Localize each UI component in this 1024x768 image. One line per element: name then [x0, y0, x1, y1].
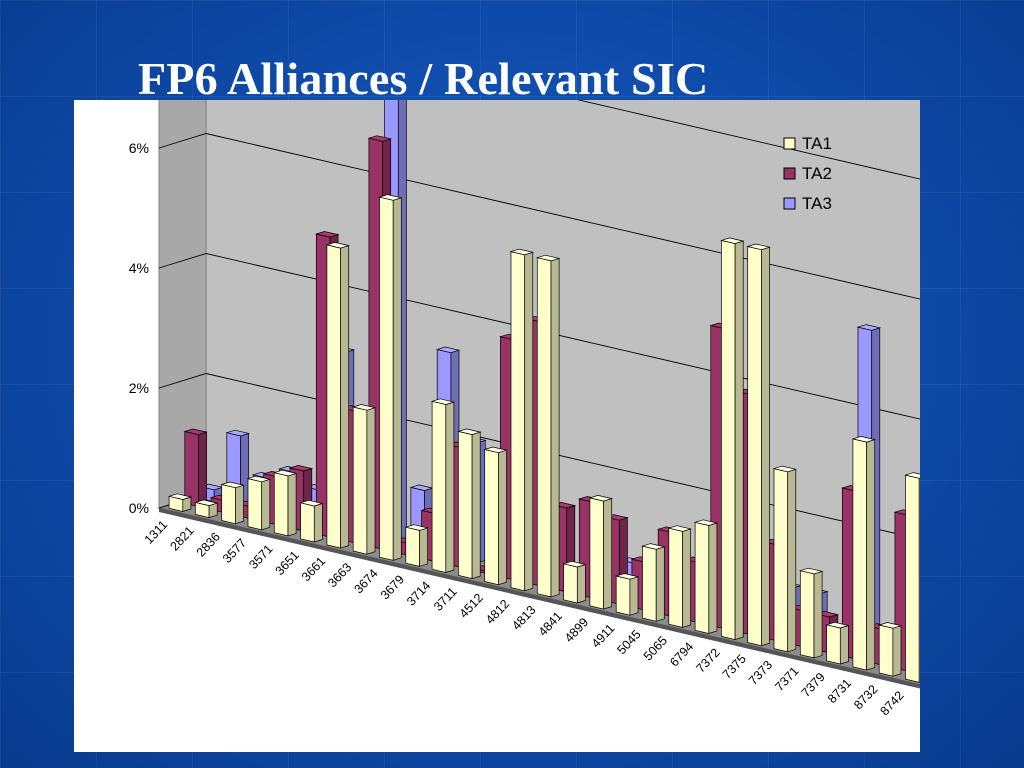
x-tick-label: 1311	[142, 518, 171, 547]
bar	[746, 243, 771, 647]
y-tick-label: 0%	[129, 500, 149, 516]
bar	[457, 428, 482, 580]
x-tick-label: 8742	[878, 688, 907, 718]
gridline	[158, 133, 920, 300]
bar	[535, 254, 561, 598]
x-tick-label: 7375	[720, 652, 749, 682]
gridline	[577, 100, 920, 180]
bar	[272, 469, 298, 537]
x-tick-label: 3571	[246, 542, 275, 572]
x-tick-label: 7373	[746, 658, 775, 688]
bars	[167, 100, 920, 683]
bar	[299, 499, 324, 543]
slide-title: FP6 Alliances / Relevant SIC	[138, 53, 709, 104]
bar	[772, 465, 798, 653]
bar	[798, 567, 824, 659]
bar	[167, 493, 193, 512]
x-tick-label: 2836	[194, 530, 223, 560]
legend-item: TA1	[783, 134, 832, 153]
x-tick-label: 3663	[325, 560, 354, 590]
bar	[194, 499, 219, 519]
x-tick-label: 4512	[457, 591, 486, 621]
x-tick-label: 7372	[693, 646, 722, 676]
x-tick-label: 5065	[641, 633, 670, 663]
x-tick-label: 7379	[799, 670, 828, 700]
bar	[509, 248, 535, 592]
bar-chart: 0%2%4%6%8%10%12% 13112821283635773571365…	[129, 100, 920, 718]
bar	[220, 481, 245, 525]
y-tick-label: 6%	[129, 140, 149, 156]
x-tick-label: 8731	[825, 676, 854, 706]
bar	[430, 398, 456, 573]
x-tick-label: 3577	[220, 536, 249, 566]
bar	[378, 194, 403, 561]
x-tick-label: 3714	[404, 579, 433, 609]
bar	[588, 495, 614, 610]
bar	[693, 519, 719, 634]
legend-label: TA3	[802, 194, 832, 213]
y-tick-label: 4%	[129, 260, 149, 276]
x-tick-label: 4899	[562, 615, 591, 645]
bar	[825, 621, 850, 665]
x-tick-label: 4841	[536, 609, 565, 639]
bar	[877, 622, 903, 677]
x-tick-label: 3711	[431, 585, 460, 614]
x-tick-label: 4911	[589, 621, 618, 650]
x-tick-label: 3651	[273, 548, 302, 578]
y-axis-ticks: 0%2%4%6%8%10%12%	[129, 140, 149, 516]
bar	[404, 524, 429, 567]
legend-item: TA2	[783, 164, 832, 183]
y-tick-label: 2%	[129, 380, 149, 396]
legend-item: TA3	[783, 194, 832, 213]
legend-label: TA2	[802, 164, 832, 183]
bar	[483, 446, 508, 586]
x-tick-label: 5045	[614, 627, 643, 657]
x-tick-label: 4813	[509, 603, 538, 633]
bar	[904, 472, 920, 683]
legend-label: TA1	[802, 134, 832, 153]
bar	[641, 543, 666, 622]
bar	[851, 436, 877, 671]
bar	[667, 525, 692, 628]
bar	[246, 475, 272, 531]
bar	[614, 573, 640, 616]
x-tick-label: 3679	[378, 572, 407, 602]
x-tick-label: 8732	[851, 682, 880, 712]
bar	[562, 560, 587, 604]
bar	[325, 242, 351, 549]
x-tick-label: 3674	[352, 566, 381, 596]
x-tick-label: 2821	[167, 524, 196, 554]
bar	[720, 237, 745, 641]
bar	[351, 404, 377, 555]
floor-edge	[159, 508, 920, 689]
legend: TA1 TA2 TA3	[783, 134, 832, 213]
x-tick-label: 6794	[667, 639, 696, 669]
x-tick-label: 7371	[772, 664, 801, 694]
x-tick-label: 4812	[483, 597, 512, 627]
chart-panel: 0%2%4%6%8%10%12% 13112821283635773571365…	[74, 100, 920, 752]
bar	[183, 428, 208, 508]
x-tick-label: 3661	[299, 554, 328, 584]
